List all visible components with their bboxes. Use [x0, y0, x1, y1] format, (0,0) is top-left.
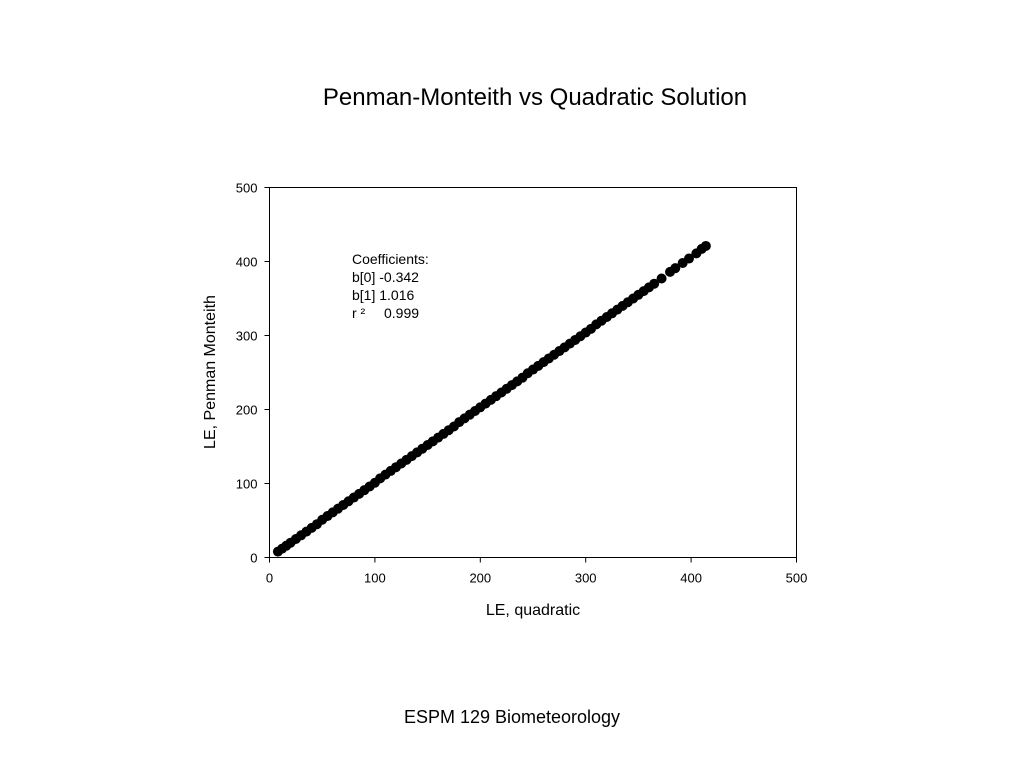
y-tick-label: 100 [236, 477, 258, 492]
x-tick-label: 0 [266, 571, 273, 586]
y-tick-label: 200 [236, 403, 258, 418]
x-axis-title: LE, quadratic [486, 602, 580, 619]
data-points [272, 240, 711, 557]
y-tick-label: 0 [250, 551, 257, 566]
y-tick-label: 300 [236, 329, 258, 344]
data-point [683, 253, 694, 264]
data-point [649, 278, 660, 289]
y-axis: 0 100 200 300 400 500 [236, 181, 270, 566]
data-point [700, 240, 711, 251]
coefficient-b1: b[1] 1.016 [352, 287, 414, 303]
coefficients-heading: Coefficients: [352, 251, 429, 267]
x-tick-label: 400 [680, 571, 702, 586]
footer-text: ESPM 129 Biometeorology [403, 707, 621, 727]
y-tick-label: 400 [236, 255, 258, 270]
x-tick-label: 100 [364, 571, 386, 586]
x-tick-label: 500 [786, 571, 808, 586]
x-axis: 0 100 200 300 400 500 [266, 557, 808, 586]
plot-frame [269, 187, 797, 558]
y-axis-title: LE, Penman Monteith [202, 295, 219, 449]
y-tick-label: 500 [236, 181, 258, 196]
coefficients-annotation: Coefficients: b[0] -0.342 b[1] 1.016 r ²… [352, 251, 429, 321]
r-squared-label: r ² [352, 305, 366, 321]
x-tick-label: 200 [469, 571, 491, 586]
r-squared-value: 0.999 [384, 305, 419, 321]
x-tick-label: 300 [575, 571, 597, 586]
coefficient-b0: b[0] -0.342 [352, 269, 419, 285]
chart-title: Penman-Monteith vs Quadratic Solution [322, 84, 748, 111]
data-point [656, 273, 667, 284]
data-point [670, 263, 681, 274]
